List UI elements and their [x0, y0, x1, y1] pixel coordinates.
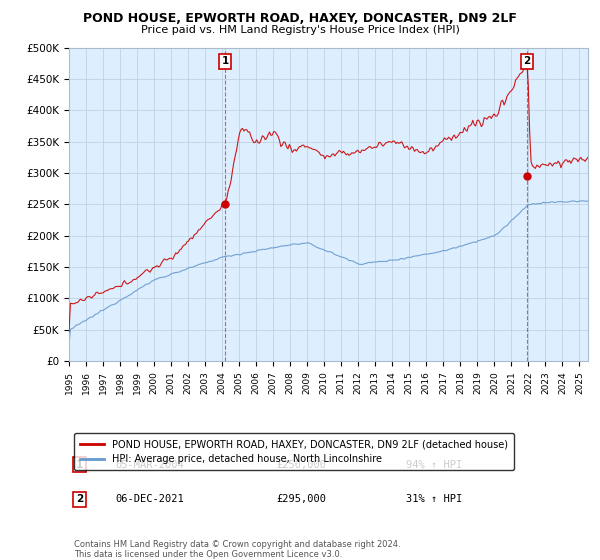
Text: 06-DEC-2021: 06-DEC-2021 — [116, 494, 184, 504]
Text: Contains HM Land Registry data © Crown copyright and database right 2024.
This d: Contains HM Land Registry data © Crown c… — [74, 540, 401, 559]
Text: 94% ↑ HPI: 94% ↑ HPI — [406, 460, 463, 470]
Text: 1: 1 — [76, 460, 83, 470]
Text: 31% ↑ HPI: 31% ↑ HPI — [406, 494, 463, 504]
Text: 2: 2 — [523, 57, 531, 67]
Text: £295,000: £295,000 — [277, 494, 326, 504]
Text: 1: 1 — [221, 57, 229, 67]
Text: Price paid vs. HM Land Registry's House Price Index (HPI): Price paid vs. HM Land Registry's House … — [140, 25, 460, 35]
Legend: POND HOUSE, EPWORTH ROAD, HAXEY, DONCASTER, DN9 2LF (detached house), HPI: Avera: POND HOUSE, EPWORTH ROAD, HAXEY, DONCAST… — [74, 433, 514, 470]
Text: 05-MAR-2004: 05-MAR-2004 — [116, 460, 184, 470]
Text: £250,000: £250,000 — [277, 460, 326, 470]
Text: POND HOUSE, EPWORTH ROAD, HAXEY, DONCASTER, DN9 2LF: POND HOUSE, EPWORTH ROAD, HAXEY, DONCAST… — [83, 12, 517, 25]
Text: 2: 2 — [76, 494, 83, 504]
